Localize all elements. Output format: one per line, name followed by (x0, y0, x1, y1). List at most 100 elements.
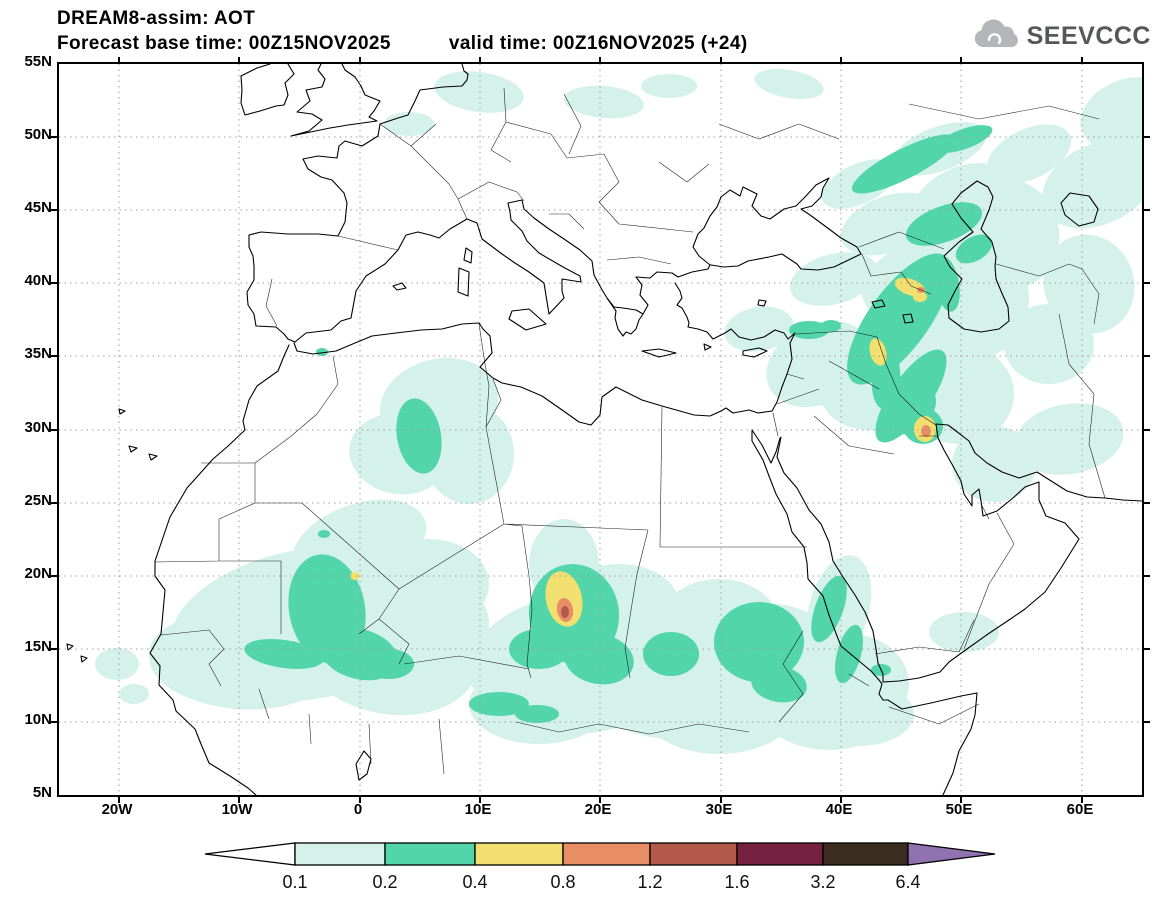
lat-label: 40N (24, 272, 52, 289)
aot-layer-1p2 (561, 606, 569, 618)
aot-blob (790, 252, 878, 306)
colorbar-label: 0.4 (462, 872, 488, 892)
aot-blob (929, 612, 999, 652)
borders-europe (265, 87, 1100, 327)
aot-blob (955, 234, 993, 264)
coastline-africa-north (293, 322, 750, 426)
coastline-ireland (240, 64, 295, 116)
aot-blob (851, 134, 957, 194)
lon-label: 60E (1066, 801, 1094, 818)
seevccc-logo: SEEVCCC (969, 18, 1151, 54)
coastline-arabia (776, 423, 1080, 683)
aot-blob (754, 68, 824, 100)
aot-layer-0p4 (350, 277, 936, 627)
aot-blob (811, 575, 847, 643)
map-frame (51, 57, 1150, 803)
colorbar-label: 1.6 (724, 872, 750, 892)
forecast-base-time: Forecast base time: 00Z15NOV2025 (57, 33, 391, 54)
lat-label: 15N (24, 638, 52, 655)
colorbar: 0.1 0.2 0.4 0.8 1.2 1.6 3.2 6.4 (204, 842, 996, 902)
aot-blob (318, 530, 330, 538)
aot-blob (244, 639, 324, 669)
aot-blob (1080, 76, 1142, 152)
aot-blob (469, 692, 529, 716)
coastline-mediterranean-north (294, 199, 644, 343)
ticks-right (1142, 136, 1150, 723)
lat-label: 45N (24, 199, 52, 216)
colorbar-label: 0.2 (372, 872, 398, 892)
aot-blob (564, 85, 644, 119)
colorbar-segment (474, 842, 564, 866)
aot-blob (149, 619, 249, 689)
map-canvas (51, 57, 1150, 803)
aot-blob (821, 320, 841, 332)
colorbar-label: 0.1 (282, 872, 308, 892)
coastline-britain (290, 64, 381, 137)
colorbar-segment (736, 842, 824, 866)
lat-label: 35N (24, 345, 52, 362)
colorbar-segment (649, 842, 738, 866)
aot-blob (95, 648, 139, 680)
lat-label: 20N (24, 565, 52, 582)
coastline-redsea-west (751, 430, 978, 795)
colorbar-arrow-right (907, 842, 996, 866)
borders-mideast (772, 231, 1106, 655)
aot-blob (804, 682, 914, 746)
aot-blob (894, 277, 926, 297)
aot-blob (835, 624, 863, 684)
cloud-icon (974, 19, 1018, 47)
colorbar-segment (294, 842, 386, 866)
lon-label: 50E (945, 801, 973, 818)
aot-blob (986, 124, 1072, 184)
coastline-sinai (751, 429, 781, 464)
lon-label: 0 (353, 801, 363, 818)
colorbar-segment (562, 842, 651, 866)
lat-label: 30N (24, 419, 52, 436)
page-title: DREAM8-assim: AOT (57, 8, 256, 29)
colorbar-label: 0.8 (550, 872, 576, 892)
aot-blob (913, 292, 927, 302)
islands (66, 247, 768, 663)
aot-blob (434, 71, 524, 113)
aot-blob (561, 606, 569, 618)
lakes (355, 299, 914, 781)
aot-blob (1043, 234, 1135, 334)
lat-label: 55N (24, 53, 52, 70)
colorbar-segment (822, 842, 909, 866)
aot-blob (469, 664, 609, 744)
lat-label: 10N (24, 711, 52, 728)
aot-blob (350, 572, 360, 580)
valid-time: valid time: 00Z16NOV2025 (+24) (448, 33, 748, 54)
coastline-caspian (943, 180, 1010, 333)
lon-label: 10E (464, 801, 492, 818)
logo-text: SEEVCCC (1026, 21, 1151, 50)
coastline-africa-atlantic (149, 344, 290, 795)
country-borders (154, 87, 1106, 775)
borders-africa (154, 323, 980, 775)
lat-label: 50N (24, 126, 52, 143)
aot-blob (564, 633, 634, 685)
aot-blob (714, 602, 804, 682)
coastlines (66, 64, 1142, 795)
aot-blob (316, 348, 328, 356)
aot-blob (789, 321, 829, 339)
coastline-aral (1060, 192, 1099, 227)
aot-blob (751, 665, 807, 703)
aot-blob (396, 398, 442, 474)
aot-blob (643, 632, 699, 676)
coastline-black-sea (692, 177, 862, 271)
lon-label: 30E (705, 801, 733, 818)
ticks-left (51, 136, 59, 723)
aot-blob (364, 649, 414, 679)
aot-blob (724, 306, 794, 352)
aot-blob (1042, 139, 1142, 229)
coastline-iran-gulf (935, 423, 1142, 502)
aot-blob (424, 404, 514, 504)
colorbar-label: 6.4 (895, 872, 921, 892)
lon-label: 10W (221, 801, 253, 818)
coastline-aegean (635, 264, 796, 414)
lon-label: 20E (584, 801, 612, 818)
aot-blob (921, 425, 931, 437)
colorbar-arrow-left (204, 842, 296, 866)
